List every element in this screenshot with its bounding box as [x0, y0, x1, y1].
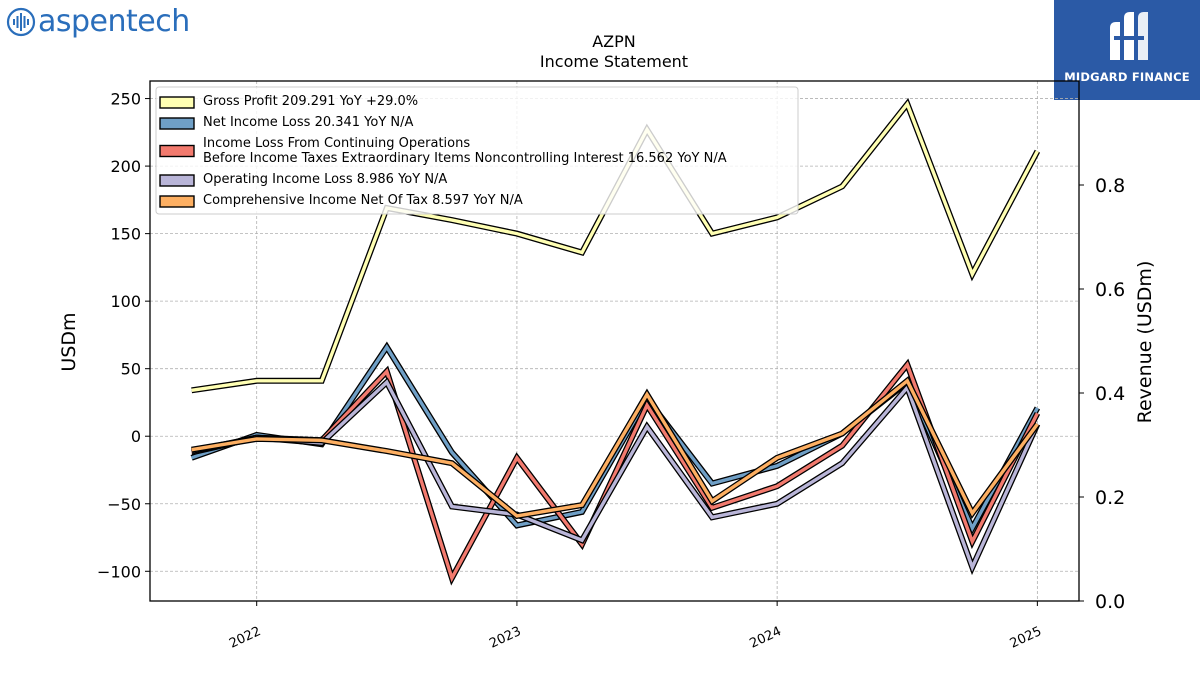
x-tick-label: 2022: [227, 624, 263, 652]
chart-title: AZPN: [592, 32, 636, 51]
series-line: [191, 376, 1040, 520]
series-line-core: [191, 379, 1039, 572]
legend-swatch: [159, 144, 195, 158]
legend-swatch: [159, 195, 195, 208]
y-axis-label: USDm: [58, 312, 80, 371]
legend-label: Comprehensive Income Net Of Tax 8.597 Yo…: [203, 193, 523, 208]
legend-swatch: [159, 117, 195, 130]
legend-swatch: [159, 174, 195, 187]
y-right-tick-label: 0.0: [1095, 591, 1125, 613]
y-axis-right-label: Revenue (USDm): [1134, 261, 1156, 424]
brand-wordmark: aspentech: [38, 4, 190, 39]
series-line: [190, 377, 1041, 576]
series-line-core: [191, 378, 1039, 518]
legend-label: Income Loss From Continuing Operations: [203, 136, 470, 151]
y-right-tick-label: 0.6: [1095, 279, 1125, 301]
legend-swatch: [159, 96, 195, 109]
x-tick-label: 2025: [1008, 624, 1044, 652]
y-right-tick-label: 0.2: [1095, 487, 1125, 509]
y-right-tick-label: 0.8: [1095, 175, 1125, 197]
y-tick-label: 150: [110, 225, 141, 244]
legend-box: [155, 86, 799, 215]
legend-label: Operating Income Loss 8.986 YoY N/A: [203, 172, 447, 187]
axes: −100 −50 0 50 100 150 200 250 2022 2023 2024 2025 0.…: [97, 90, 1125, 652]
legend-label: Before Income Taxes Extraordinary Items …: [203, 151, 727, 166]
y-tick-label: −100: [97, 562, 141, 581]
brand-logo: aspentech: [6, 4, 190, 39]
waveform-icon: [6, 7, 36, 36]
chart-subtitle: Income Statement: [540, 52, 688, 71]
y-tick-label: −50: [107, 495, 141, 514]
partner-name: MIDGARD FINANCE: [1064, 70, 1190, 84]
legend-label: Net Income Loss 20.341 YoY N/A: [203, 115, 414, 130]
partner-badge: MIDGARD FINANCE: [1054, 0, 1200, 100]
y-tick-label: 0: [131, 427, 141, 446]
y-tick-label: 100: [110, 292, 141, 311]
y-tick-label: 200: [110, 157, 141, 176]
partner-logo-icon: [1110, 12, 1148, 60]
legend-label: Gross Profit 209.291 YoY +29.0%: [203, 94, 418, 109]
legend: Gross Profit 209.291 YoY +29.0% Net Incom…: [155, 86, 799, 215]
x-tick-label: 2024: [747, 624, 783, 652]
plot-frame: [149, 80, 1080, 602]
y-tick-label: 250: [110, 90, 141, 109]
y-tick-label: 50: [121, 360, 141, 379]
x-tick-label: 2023: [487, 624, 523, 652]
y-right-tick-label: 0.4: [1095, 383, 1125, 405]
